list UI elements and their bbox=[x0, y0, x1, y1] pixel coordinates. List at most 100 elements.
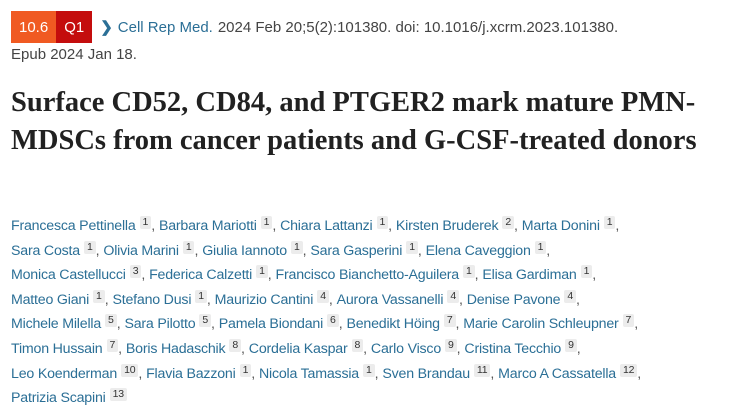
author-link[interactable]: Cristina Tecchio bbox=[464, 340, 562, 357]
affiliation-badge[interactable]: 4 bbox=[564, 289, 576, 303]
author-link[interactable]: Flavia Bazzoni bbox=[146, 365, 236, 382]
author-item: Sara Pilotto 5 bbox=[124, 314, 212, 333]
author-item: Flavia Bazzoni 1 bbox=[146, 363, 252, 382]
author-link[interactable]: Marco A Cassatella bbox=[498, 365, 616, 382]
author-link[interactable]: Elisa Gardiman bbox=[482, 267, 577, 284]
author-link[interactable]: Matteo Giani bbox=[11, 291, 90, 308]
affiliation-badge[interactable]: 1 bbox=[362, 363, 375, 377]
author-list: Francesca Pettinella 1, Barbara Mariotti 1,… bbox=[11, 214, 741, 411]
author-item: Boris Hadaschik 8 bbox=[125, 338, 242, 357]
separator: , bbox=[455, 316, 460, 333]
affiliation-badge[interactable]: 8 bbox=[229, 338, 242, 352]
author-link[interactable]: Maurizio Cantini bbox=[214, 291, 314, 308]
author-link[interactable]: Marta Donini bbox=[521, 218, 600, 234]
author-link[interactable]: Carlo Visco bbox=[370, 340, 442, 357]
author-link[interactable]: Pamela Biondani bbox=[218, 316, 324, 333]
author-link[interactable]: Francisco Bianchetto-Aguilera bbox=[275, 267, 460, 284]
separator: , bbox=[272, 218, 277, 234]
separator: , bbox=[417, 242, 422, 259]
affiliation-badge[interactable]: 9 bbox=[565, 338, 577, 352]
affiliation-badge[interactable]: 1 bbox=[260, 216, 273, 229]
author-item: Denise Pavone 4 bbox=[466, 289, 576, 308]
separator: , bbox=[637, 365, 642, 382]
affiliation-badge[interactable]: 10 bbox=[121, 363, 139, 377]
author-link[interactable]: Boris Hadaschik bbox=[125, 340, 226, 357]
separator: , bbox=[206, 291, 211, 308]
affiliation-badge[interactable]: 1 bbox=[195, 289, 207, 303]
separator: , bbox=[615, 218, 620, 234]
affiliation-badge[interactable]: 1 bbox=[256, 265, 268, 279]
journal-metrics-badge: 10.6 Q1 bbox=[11, 11, 93, 43]
separator: , bbox=[118, 340, 122, 357]
author-link[interactable]: Elena Caveggion bbox=[425, 242, 531, 259]
author-item: Monica Castellucci 3 bbox=[11, 265, 142, 284]
author-link[interactable]: Denise Pavone bbox=[466, 291, 561, 308]
separator: , bbox=[374, 365, 379, 382]
affiliation-badge[interactable]: 5 bbox=[199, 314, 212, 328]
author-link[interactable]: Michele Milella bbox=[11, 316, 102, 333]
affiliation-badge[interactable]: 4 bbox=[317, 289, 329, 303]
affiliation-badge[interactable]: 1 bbox=[580, 265, 593, 279]
affiliation-badge[interactable]: 1 bbox=[534, 240, 547, 254]
affiliation-badge[interactable]: 7 bbox=[106, 338, 119, 352]
affiliation-badge[interactable]: 1 bbox=[463, 265, 475, 279]
author-link[interactable]: Monica Castellucci bbox=[11, 267, 126, 284]
affiliation-badge[interactable]: 7 bbox=[443, 314, 456, 328]
affiliation-badge[interactable]: 5 bbox=[105, 314, 117, 328]
affiliation-badge[interactable]: 1 bbox=[376, 216, 389, 229]
journal-link[interactable]: Cell Rep Med. bbox=[117, 18, 213, 36]
affiliation-badge[interactable]: 12 bbox=[620, 363, 638, 377]
author-link[interactable]: Leo Koenderman bbox=[11, 365, 118, 382]
author-link[interactable]: Kirsten Bruderek bbox=[395, 218, 499, 234]
separator: , bbox=[328, 291, 333, 308]
affiliation-badge[interactable]: 1 bbox=[603, 216, 616, 229]
author-item: Francisco Bianchetto-Aguilera 1 bbox=[275, 265, 475, 284]
separator: , bbox=[474, 267, 479, 284]
author-item: Cordelia Kaspar 8 bbox=[248, 338, 364, 357]
affiliation-badge[interactable]: 8 bbox=[351, 338, 364, 352]
author-link[interactable]: Aurora Vassanelli bbox=[336, 291, 444, 308]
author-link[interactable]: Sven Brandau bbox=[382, 365, 470, 382]
author-link[interactable]: Francesca Pettinella bbox=[11, 218, 136, 234]
affiliation-badge[interactable]: 1 bbox=[83, 240, 96, 254]
author-link[interactable]: Chiara Lattanzi bbox=[280, 218, 373, 234]
affiliation-badge[interactable]: 2 bbox=[502, 216, 514, 229]
affiliation-badge[interactable]: 1 bbox=[239, 363, 252, 377]
author-link[interactable]: Olivia Marini bbox=[103, 242, 179, 259]
separator: , bbox=[194, 242, 199, 259]
affiliation-badge[interactable]: 1 bbox=[93, 289, 105, 303]
affiliation-badge[interactable]: 6 bbox=[327, 314, 339, 328]
affiliation-badge[interactable]: 13 bbox=[109, 388, 127, 402]
author-link[interactable]: Sara Pilotto bbox=[124, 316, 196, 333]
article-title: Surface CD52, CD84, and PTGER2 mark matu… bbox=[11, 87, 697, 156]
affiliation-badge[interactable]: 11 bbox=[473, 363, 491, 377]
author-item: Timon Hussain 7 bbox=[11, 338, 119, 357]
author-link[interactable]: Sara Costa bbox=[11, 242, 80, 259]
affiliation-badge[interactable]: 1 bbox=[139, 216, 152, 229]
affiliation-badge[interactable]: 3 bbox=[129, 265, 142, 279]
author-link[interactable]: Marie Carolin Schleupner bbox=[463, 316, 619, 333]
author-link[interactable]: Benedikt Höing bbox=[346, 316, 440, 333]
affiliation-badge[interactable]: 1 bbox=[406, 240, 418, 254]
author-link[interactable]: Stefano Dusi bbox=[112, 291, 192, 308]
author-link[interactable]: Timon Hussain bbox=[11, 340, 103, 357]
author-item: Marta Donini 1 bbox=[521, 216, 616, 234]
author-link[interactable]: Patrizia Scapini bbox=[11, 390, 106, 407]
author-link[interactable]: Cordelia Kaspar bbox=[248, 340, 348, 357]
author-item: Giulia Iannoto 1 bbox=[202, 240, 303, 259]
author-link[interactable]: Nicola Tamassia bbox=[258, 365, 359, 382]
chevron-right-icon[interactable]: ❯ bbox=[100, 19, 113, 36]
author-link[interactable]: Giulia Iannoto bbox=[202, 242, 287, 259]
affiliation-badge[interactable]: 1 bbox=[290, 240, 303, 254]
author-item: Pamela Biondani 6 bbox=[218, 314, 339, 333]
affiliation-badge[interactable]: 1 bbox=[182, 240, 195, 254]
author-link[interactable]: Sara Gasperini bbox=[310, 242, 403, 259]
author-link[interactable]: Barbara Mariotti bbox=[158, 218, 257, 234]
affiliation-badge[interactable]: 9 bbox=[445, 338, 457, 352]
affiliation-badge[interactable]: 7 bbox=[622, 314, 635, 328]
affiliation-badge[interactable]: 4 bbox=[447, 289, 459, 303]
author-item: Stefano Dusi 1 bbox=[112, 289, 207, 308]
author-link[interactable]: Federica Calzetti bbox=[149, 267, 253, 284]
author-item: Maurizio Cantini 4 bbox=[214, 289, 329, 308]
author-item: Sara Costa 1 bbox=[11, 240, 96, 259]
